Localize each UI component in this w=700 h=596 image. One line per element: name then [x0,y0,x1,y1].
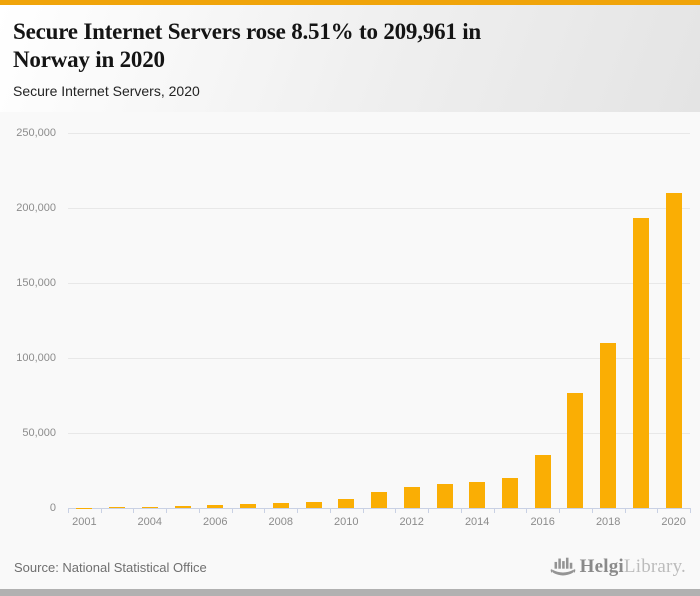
x-axis-tick [68,508,69,513]
y-gridline-250000 [68,133,690,134]
y-axis-label-150000: 150,000 [16,277,56,289]
x-axis-tick [494,508,495,513]
x-tick-label-2008: 2008 [268,516,294,528]
top-accent-bar [0,0,700,5]
bar-2011 [371,491,387,508]
page-title-line-2: Norway in 2020 [13,47,165,72]
bar-2014 [469,481,486,508]
bar-2020 [665,193,682,508]
x-axis-tick [559,508,560,513]
x-axis-tick [232,508,233,513]
y-axis-label-250000: 250,000 [16,127,56,139]
bar-2018 [600,342,617,508]
page-title-line-1: Secure Internet Servers rose 8.51% to 20… [13,19,481,44]
bar-2015 [501,477,518,508]
x-axis-tick [657,508,658,513]
x-axis-tick [297,508,298,513]
y-gridline-100000 [68,358,690,359]
x-axis-tick [395,508,396,513]
helgilibrary-logo[interactable]: HelgiLibrary. [550,556,686,578]
bar-2005 [174,506,191,508]
x-axis-tick [526,508,527,513]
bar-2012 [403,486,420,508]
bar-2017 [567,393,584,508]
chart-header: Secure Internet Servers rose 8.51% to 20… [0,5,700,112]
x-tick-label-2016: 2016 [530,516,555,528]
x-axis-tick [101,508,102,513]
bar-2006 [207,505,224,508]
bottom-bar [0,589,700,596]
footer: Source: National Statistical Office [0,545,700,589]
x-tick-label-2001: 2001 [72,516,97,528]
bar-2004 [141,506,158,508]
bar-2016 [534,454,551,508]
bar-2013 [436,483,453,508]
x-tick-label-2004: 2004 [137,516,163,528]
brand-name-primary: Helgi [579,556,624,577]
x-axis-tick [428,508,429,513]
x-axis-tick [166,508,167,513]
y-axis-label-100000: 100,000 [16,352,56,364]
x-axis-tick [592,508,593,513]
x-tick-label-2018: 2018 [595,516,621,528]
x-axis-tick [363,508,364,513]
source-label: Source: National Statistical Office [14,559,207,575]
x-axis-tick [199,508,200,513]
page-title: Secure Internet Servers rose 8.51% to 20… [13,18,686,74]
x-tick-label-2006: 2006 [203,516,228,528]
chart-subtitle: Secure Internet Servers, 2020 [13,83,200,99]
plot-area: 2001 2004 2006 2008 2010 2012 2014 2016 2018 2020 [68,133,691,528]
bar-2007 [240,503,257,508]
brand-name: HelgiLibrary. [580,556,686,578]
bar-2010 [338,498,355,508]
x-tick-label-2010: 2010 [334,516,359,528]
x-axis-tick [264,508,265,513]
y-gridline-200000 [68,208,690,209]
bar-2003 [109,507,126,508]
y-axis-label-50000: 50,000 [22,427,56,439]
x-axis-tick [461,508,462,513]
x-axis-line [68,508,690,509]
brand-name-secondary: Library. [623,556,686,577]
bar-2019 [632,217,649,508]
chart-area: 2001 2004 2006 2008 2010 2012 2014 2016 2018 2020… [0,112,700,545]
y-gridline-50000 [68,433,690,434]
y-axis-label-0: 0 [49,502,56,514]
x-tick-label-2014: 2014 [464,516,490,528]
x-axis-tick [330,508,331,513]
x-axis-tick [133,508,134,513]
x-tick-label-2020: 2020 [661,516,686,528]
x-axis-tick [690,508,691,513]
helgilibrary-ship-icon [550,556,576,578]
bar-2009 [305,501,322,508]
bar-2008 [272,502,289,508]
y-axis-label-200000: 200,000 [16,202,56,214]
y-gridline-150000 [68,283,690,284]
x-axis-tick [625,508,626,513]
x-tick-label-2012: 2012 [399,516,424,528]
